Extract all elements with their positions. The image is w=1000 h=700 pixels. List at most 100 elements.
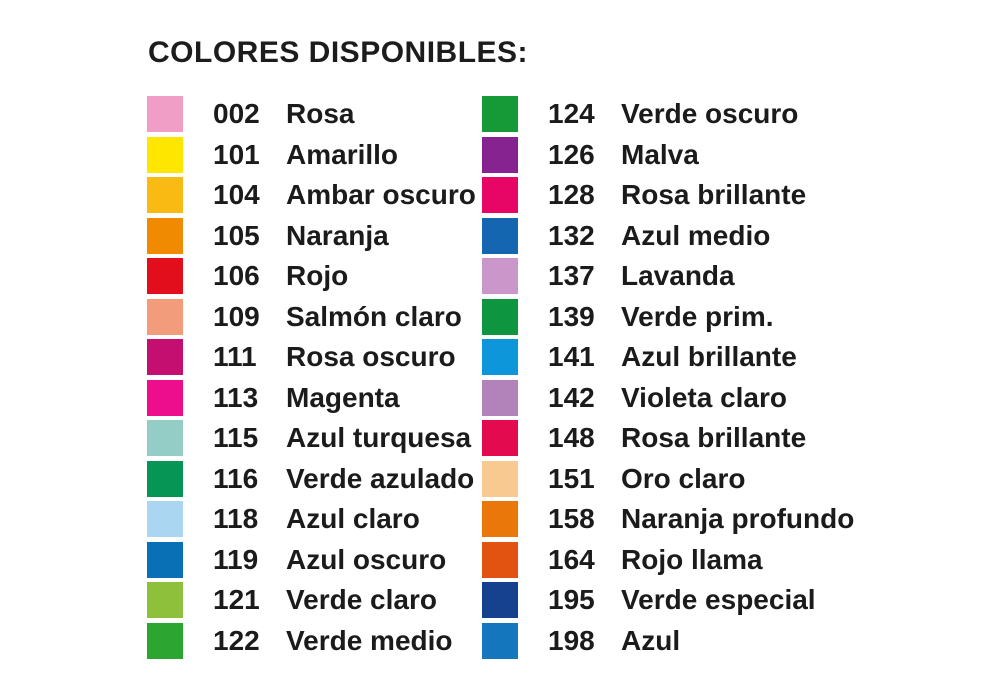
color-name: Salmón claro: [286, 300, 462, 332]
color-code: 141: [548, 341, 595, 372]
color-swatch: [482, 541, 518, 578]
color-code: 105: [213, 219, 260, 251]
color-name: Rojo: [286, 260, 349, 291]
color-code: 151: [548, 462, 595, 494]
color-name: Rojo llama: [621, 543, 763, 575]
color-name: Verde medio: [286, 624, 453, 656]
color-swatch: [147, 339, 183, 375]
color-code: 111: [213, 341, 257, 372]
color-row: 115 Azul turquesa: [147, 420, 476, 456]
color-row: 141 Azul brillante: [482, 339, 854, 375]
page-title: COLORES DISPONIBLES:: [148, 36, 529, 69]
color-swatch: [482, 258, 518, 294]
color-swatch: [482, 136, 518, 173]
color-row: 151 Oro claro: [482, 460, 854, 497]
color-code: 122: [213, 624, 260, 656]
color-swatch: [147, 420, 183, 456]
color-row: 126 Malva: [482, 136, 854, 173]
color-row: 106 Rojo: [147, 258, 476, 294]
color-code: 121: [213, 584, 260, 615]
color-row: 128 Rosa brillante: [482, 177, 854, 213]
color-row: 101 Amarillo: [147, 136, 476, 173]
color-row: 139 Verde prim.: [482, 298, 854, 335]
color-name: Oro claro: [621, 462, 746, 494]
color-code: 109: [213, 300, 260, 332]
color-code: 002: [213, 98, 260, 129]
color-row: 105 Naranja: [147, 217, 476, 254]
color-swatch: [147, 379, 183, 416]
color-code: 158: [548, 503, 595, 534]
color-row: 109 Salmón claro: [147, 298, 476, 335]
color-code: 164: [548, 543, 595, 575]
color-name: Azul medio: [621, 219, 771, 251]
color-row: 124 Verde oscuro: [482, 96, 854, 132]
color-swatch: [147, 136, 183, 173]
color-code: 128: [548, 179, 595, 210]
color-row: 118 Azul claro: [147, 501, 476, 537]
color-name: Rosa brillante: [621, 179, 807, 210]
color-row: 132 Azul medio: [482, 217, 854, 254]
color-row: 122 Verde medio: [147, 622, 476, 659]
color-code: 118: [213, 503, 259, 534]
color-code: 113: [213, 381, 259, 413]
color-name: Naranja profundo: [621, 503, 855, 534]
color-name: Violeta claro: [621, 381, 788, 413]
color-swatch: [147, 460, 183, 497]
color-name: Ambar oscuro: [286, 179, 476, 210]
color-row: 116 Verde azulado: [147, 460, 476, 497]
color-code: 198: [548, 624, 595, 656]
color-swatch: [482, 177, 518, 213]
color-row: 137 Lavanda: [482, 258, 854, 294]
color-name: Verde oscuro: [621, 98, 799, 129]
color-name: Azul: [621, 624, 681, 656]
color-swatch: [482, 582, 518, 618]
color-code: 119: [213, 543, 259, 575]
color-swatch: [482, 420, 518, 456]
color-row: 195 Verde especial: [482, 582, 854, 618]
color-name: Verde claro: [286, 584, 437, 615]
palette-column-right: 124 Verde oscuro 126 Malva 128 Rosa brillante…: [482, 96, 854, 659]
color-row: 119 Azul oscuro: [147, 541, 476, 578]
color-swatch: [147, 622, 183, 659]
color-name: Azul claro: [286, 503, 420, 534]
color-swatch: [482, 96, 518, 132]
color-row: 111 Rosa oscuro: [147, 339, 476, 375]
color-swatch: [147, 96, 183, 132]
color-row: 142 Violeta claro: [482, 379, 854, 416]
color-code: 126: [548, 138, 595, 170]
color-code: 116: [213, 462, 259, 494]
color-swatch: [147, 217, 183, 254]
color-code: 137: [548, 260, 595, 291]
color-row: 113 Magenta: [147, 379, 476, 416]
color-code: 139: [548, 300, 595, 332]
color-name: Malva: [621, 138, 699, 170]
color-name: Magenta: [286, 381, 400, 413]
color-row: 121 Verde claro: [147, 582, 476, 618]
color-swatch: [147, 501, 183, 537]
color-row: 148 Rosa brillante: [482, 420, 854, 456]
color-code: 101: [213, 138, 260, 170]
color-code: 124: [548, 98, 595, 129]
color-swatch: [147, 541, 183, 578]
color-code: 104: [213, 179, 260, 210]
color-row: 158 Naranja profundo: [482, 501, 854, 537]
color-swatch: [482, 339, 518, 375]
color-swatch: [482, 379, 518, 416]
color-code: 195: [548, 584, 595, 615]
color-swatch: [482, 622, 518, 659]
color-code: 115: [213, 422, 259, 453]
color-swatch: [147, 582, 183, 618]
color-code: 148: [548, 422, 595, 453]
color-name: Verde azulado: [286, 462, 475, 494]
color-swatch: [482, 298, 518, 335]
color-swatch: [147, 258, 183, 294]
color-swatch: [147, 298, 183, 335]
color-name: Verde prim.: [621, 300, 774, 332]
color-row: 198 Azul: [482, 622, 854, 659]
color-name: Azul turquesa: [286, 422, 472, 453]
color-swatch: [147, 177, 183, 213]
color-code: 142: [548, 381, 595, 413]
color-name: Azul oscuro: [286, 543, 447, 575]
color-name: Rosa oscuro: [286, 341, 456, 372]
